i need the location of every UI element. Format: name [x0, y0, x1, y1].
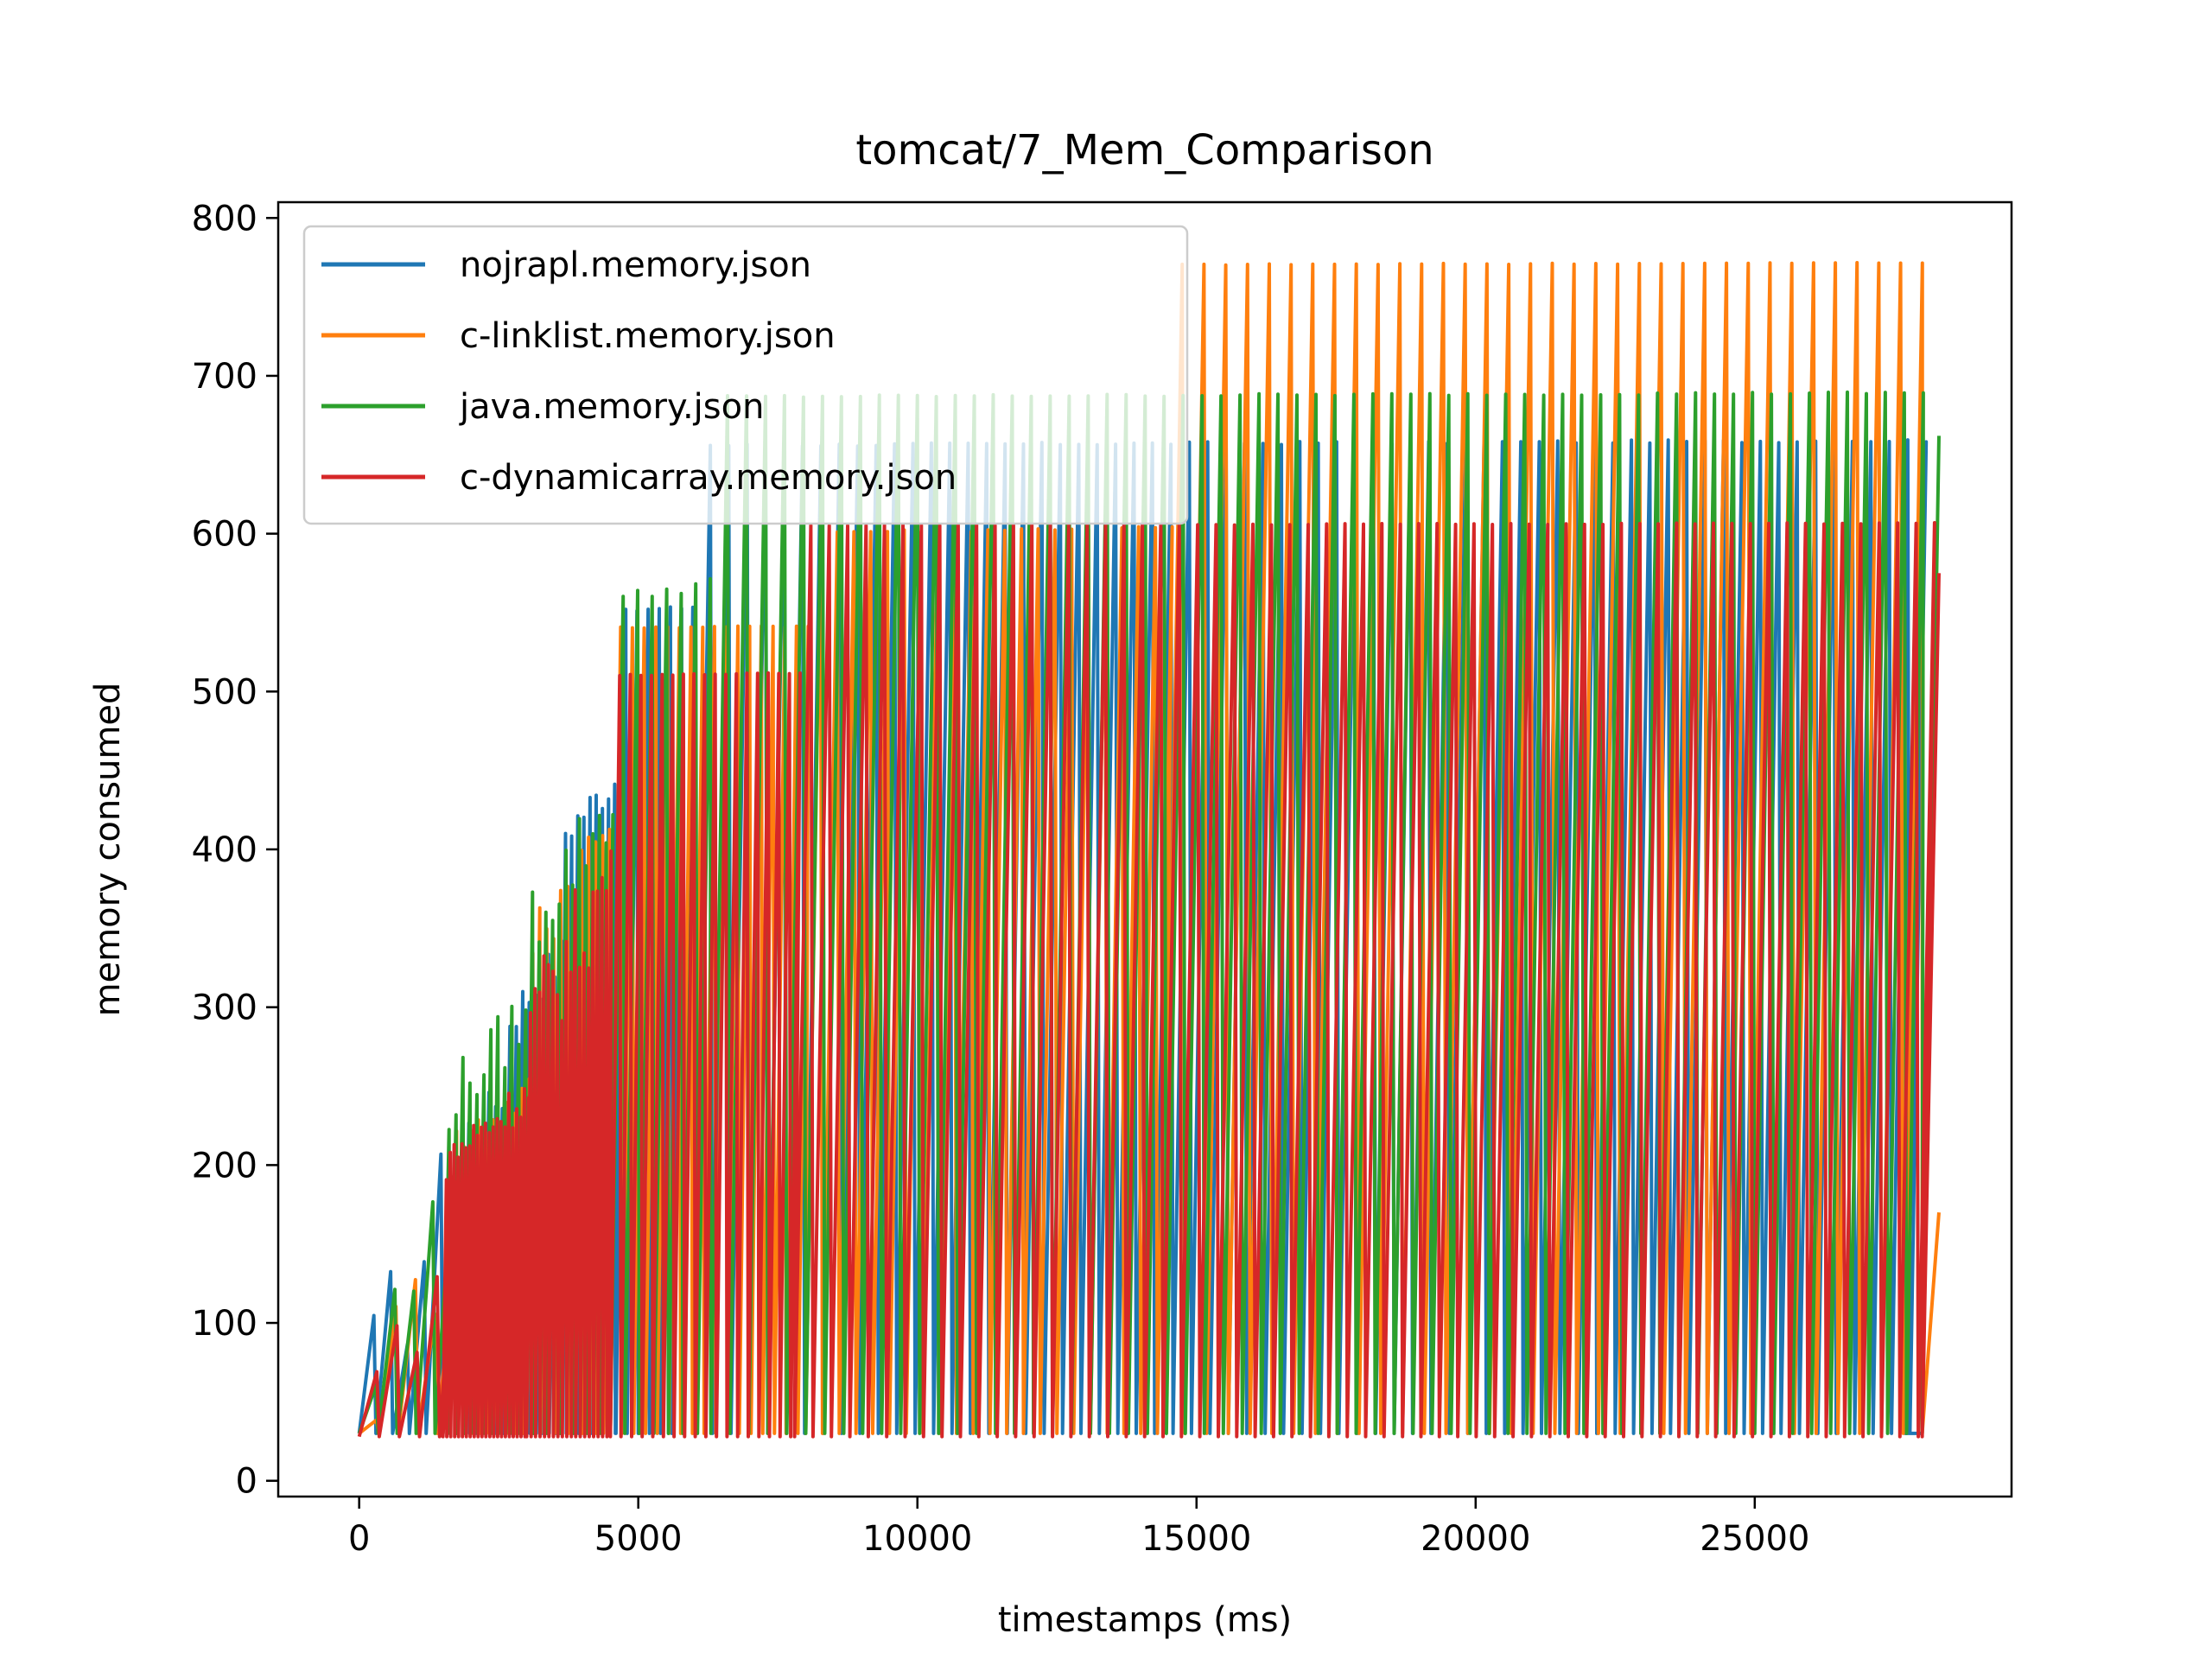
y-tick-label: 200: [192, 1146, 257, 1185]
legend-label: java.memory.json: [459, 387, 764, 427]
x-axis: 0 5000 10000 15000 20000 25000: [348, 1497, 1809, 1559]
y-tick-label: 700: [192, 357, 257, 397]
legend: nojrapl.memory.json c-linklist.memory.jso…: [302, 225, 1189, 525]
y-tick-label: 300: [192, 988, 257, 1028]
x-tick-label: 15000: [1141, 1519, 1251, 1559]
legend-label: c-dynamicarray.memory.json: [460, 458, 957, 498]
y-tick-label: 0: [236, 1462, 257, 1502]
y-axis: 0 100 200 300 400 500 600 700 800: [192, 199, 278, 1502]
y-tick-label: 500: [192, 672, 257, 712]
y-tick-label: 800: [192, 199, 257, 238]
legend-label: nojrapl.memory.json: [460, 245, 811, 285]
chart-title: tomcat/7_Mem_Comparison: [855, 126, 1433, 175]
x-tick-label: 25000: [1700, 1519, 1809, 1559]
y-tick-label: 600: [192, 515, 257, 555]
y-tick-label: 400: [192, 830, 257, 870]
series-line-c-dynamicarray: [357, 521, 1941, 1439]
x-tick-label: 5000: [594, 1519, 683, 1559]
x-tick-label: 0: [348, 1519, 370, 1559]
y-axis-label: memory consumed: [88, 683, 128, 1017]
x-tick-label: 20000: [1421, 1519, 1530, 1559]
x-axis-label: timestamps (ms): [998, 1600, 1292, 1640]
legend-box: [302, 225, 1189, 525]
y-tick-label: 100: [192, 1304, 257, 1344]
x-tick-label: 10000: [862, 1519, 972, 1559]
legend-label: c-linklist.memory.json: [460, 316, 836, 356]
series-layer: [357, 261, 1941, 1439]
